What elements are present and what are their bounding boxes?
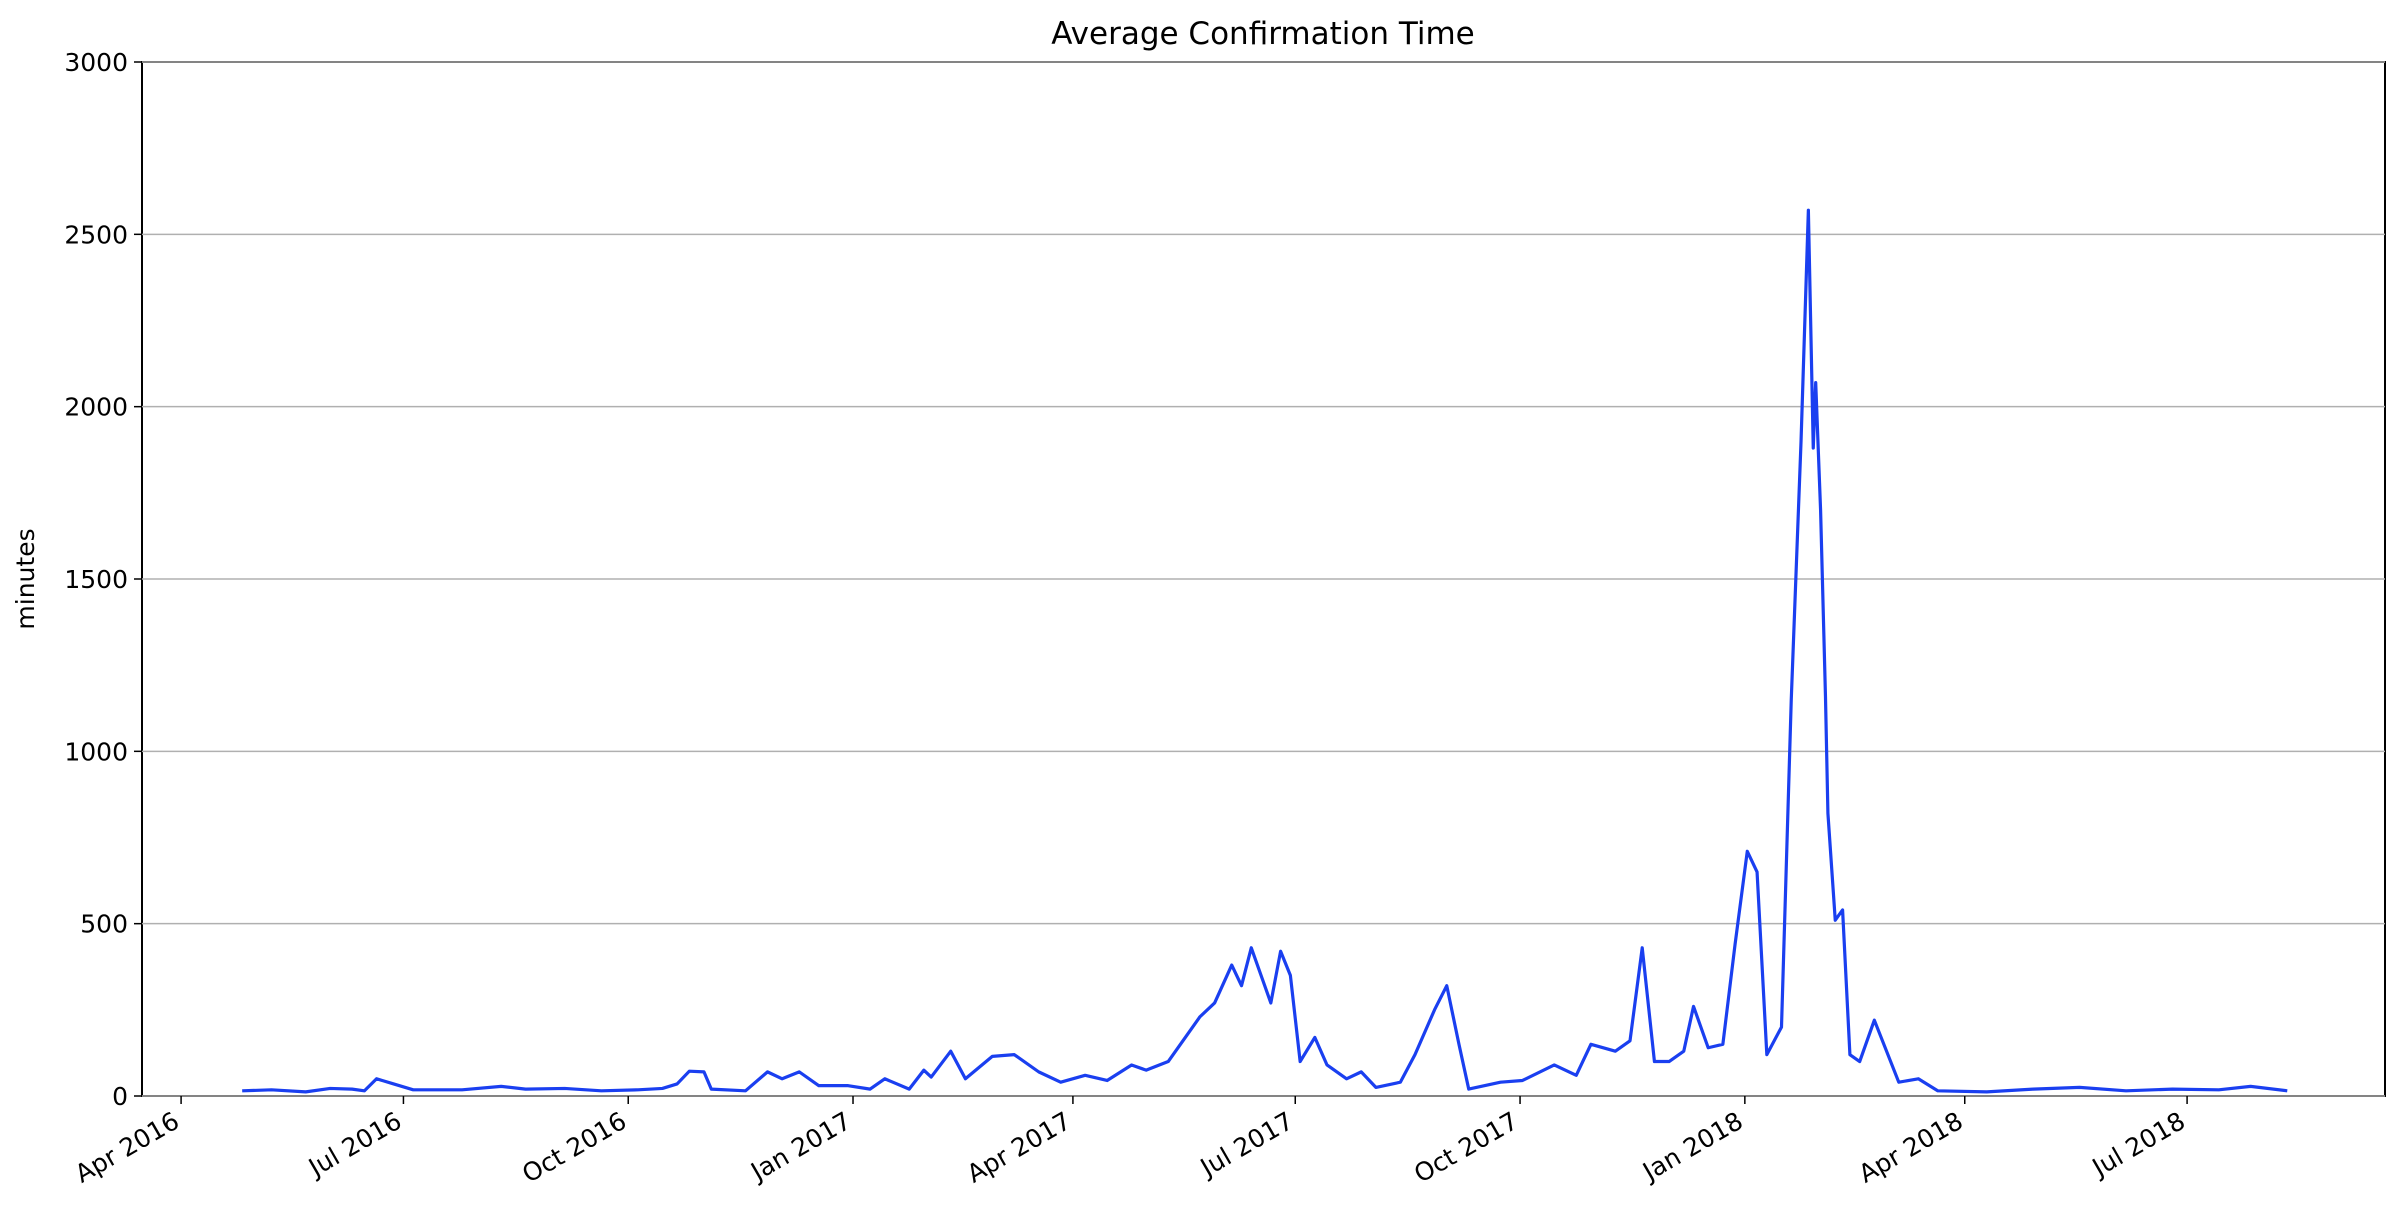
x-tick-label: Jan 2017 xyxy=(744,1106,856,1187)
x-tick-label: Jul 2017 xyxy=(1194,1106,1298,1183)
x-tick-label: Apr 2016 xyxy=(70,1106,184,1189)
x-tick-label: Apr 2018 xyxy=(1854,1106,1968,1189)
x-tick-label: Jul 2016 xyxy=(302,1106,406,1183)
y-tick-label: 1000 xyxy=(64,737,128,766)
y-tick-label: 2000 xyxy=(64,393,128,422)
x-tick-label: Jul 2018 xyxy=(2086,1106,2190,1183)
y-tick-label: 1500 xyxy=(64,565,128,594)
x-tick-label: Apr 2017 xyxy=(962,1106,1076,1189)
y-tick-label: 2500 xyxy=(64,220,128,249)
x-tick-label: Jan 2018 xyxy=(1636,1106,1748,1187)
y-tick-label: 500 xyxy=(80,910,128,939)
x-tick-label: Oct 2016 xyxy=(517,1106,631,1189)
data-line xyxy=(242,208,2288,1094)
y-tick-label: 0 xyxy=(112,1082,128,1111)
y-axis-label: minutes xyxy=(11,528,40,629)
chart-title: Average Confirmation Time xyxy=(1051,16,1474,52)
y-tick-label: 3000 xyxy=(64,48,128,77)
x-tick-label: Oct 2017 xyxy=(1409,1106,1523,1189)
